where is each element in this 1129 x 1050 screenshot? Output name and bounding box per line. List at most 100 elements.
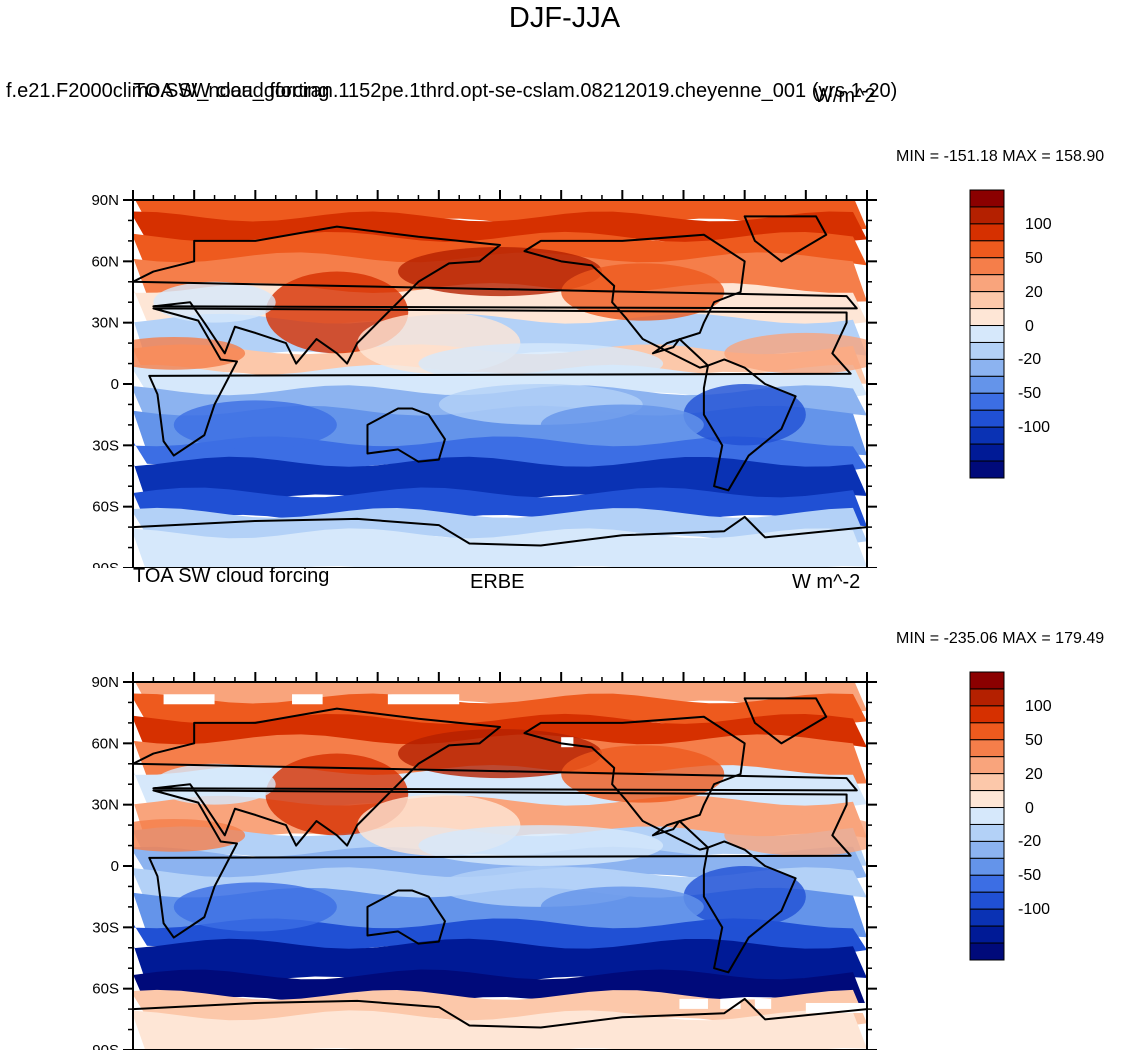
panel-erbe: TOA SW cloud forcing ERBE W m^-2 MIN = -… [0, 560, 1129, 1050]
colorbar-swatch [969, 223, 1005, 242]
contour-region [153, 763, 276, 805]
colorbar-label: 20 [1025, 765, 1043, 783]
contour-region [540, 886, 704, 928]
contour-region [173, 882, 337, 932]
map-plot: 90N60N30N030S60S90S030E60E90E120E150E180… [91, 190, 877, 568]
colorbar-swatch [969, 189, 1005, 208]
colorbar-label: -100 [1018, 419, 1051, 437]
missing-data [754, 998, 772, 1009]
coastline [133, 997, 867, 1050]
contour-band [133, 528, 867, 568]
colorbar-swatch [969, 291, 1005, 310]
colorbar-swatch [969, 790, 1005, 809]
colorbar-swatch [969, 409, 1005, 428]
colorbar-label: -50 [1018, 867, 1042, 885]
colorbar [969, 671, 1005, 961]
panel-left-title: TOA SW cloud forcing [133, 565, 330, 587]
lat-tick-label: 60S [92, 499, 119, 516]
lat-tick-label: 60N [91, 735, 119, 752]
contour-region [418, 343, 664, 384]
coastline [743, 215, 828, 263]
panel-center-title: ERBE [470, 571, 525, 593]
contour-region [153, 281, 276, 323]
colorbar-swatch [969, 443, 1005, 462]
coastline [133, 515, 867, 568]
lat-tick-label: 30S [92, 919, 119, 936]
contour-region [418, 825, 664, 866]
contour-region [133, 336, 246, 370]
colorbar-swatch [969, 688, 1005, 707]
min-max-text: MIN = -235.06 MAX = 179.49 [896, 630, 1105, 647]
colorbar-label: -100 [1018, 901, 1051, 919]
colorbar-swatch [969, 807, 1005, 825]
colorbar-swatch [969, 671, 1005, 690]
colorbar-swatch [969, 925, 1005, 944]
coastline [148, 789, 852, 939]
colorbar-swatch [969, 857, 1005, 876]
min-max-text: MIN = -151.18 MAX = 158.90 [896, 148, 1105, 165]
colorbar-swatch [969, 240, 1005, 259]
colorbar-swatch [969, 375, 1005, 394]
colorbar-label: -50 [1018, 385, 1042, 403]
missing-data [292, 694, 323, 705]
colorbar-swatch [969, 908, 1005, 927]
contour-region [133, 818, 246, 852]
panel-model: f.e21.F2000climo.SW_noaa_gfortran.1152pe… [0, 78, 1129, 568]
missing-data [163, 694, 215, 705]
coastline [366, 407, 446, 463]
lat-tick-label: 90N [91, 674, 119, 691]
coastline [366, 889, 446, 945]
coastline [702, 358, 797, 492]
lat-tick-label: 60N [91, 253, 119, 270]
colorbar-swatch [969, 773, 1005, 792]
lat-tick-label: 30N [91, 797, 119, 814]
lat-tick-label: 30S [92, 437, 119, 454]
contour-region [724, 332, 867, 374]
panel-left-title: f.e21.F2000climo.SW_noaa_gfortran.1152pe… [6, 80, 898, 102]
lat-tick-label: 0 [111, 858, 119, 875]
colorbar-label: 0 [1025, 799, 1034, 817]
colorbar-swatch [969, 206, 1005, 225]
coastline [148, 307, 852, 457]
missing-data [805, 1002, 867, 1013]
lat-tick-label: 90N [91, 192, 119, 209]
colorbar-label: -20 [1018, 351, 1042, 369]
colorbar-swatch [969, 392, 1005, 411]
colorbar-label: 50 [1025, 731, 1043, 749]
lat-tick-label: 90S [92, 560, 119, 568]
colorbar-label: 0 [1025, 317, 1034, 335]
colorbar-label: 100 [1025, 215, 1052, 233]
map-plot: 90N60N30N030S60S90S030E60E90E120E150E180… [91, 672, 877, 1050]
coastline [702, 840, 797, 974]
colorbar-swatch [969, 874, 1005, 893]
colorbar-swatch [969, 358, 1005, 377]
colorbar-swatch [969, 840, 1005, 859]
contour-region [724, 814, 867, 856]
colorbar-swatch [969, 722, 1005, 741]
colorbar-swatch [969, 705, 1005, 724]
colorbar-swatch [969, 426, 1005, 445]
colorbar-swatch [969, 942, 1005, 961]
missing-data [679, 998, 708, 1009]
panel-units: W m^-2 [792, 571, 861, 593]
colorbar-swatch [969, 891, 1005, 910]
coastline [133, 225, 858, 365]
lat-tick-label: 60S [92, 981, 119, 998]
colorbar-swatch [969, 756, 1005, 775]
colorbar [969, 189, 1005, 479]
colorbar-swatch [969, 308, 1005, 327]
lat-tick-label: 90S [92, 1042, 119, 1050]
colorbar-swatch [969, 257, 1005, 276]
colorbar-label: 20 [1025, 283, 1043, 301]
contour-region [173, 400, 337, 450]
colorbar-swatch [969, 274, 1005, 293]
coastline [133, 707, 858, 847]
contour-region [540, 404, 704, 446]
colorbar-label: 50 [1025, 249, 1043, 267]
lat-tick-label: 0 [111, 376, 119, 393]
coastline [743, 697, 828, 745]
colorbar-swatch [969, 460, 1005, 479]
colorbar-label: 100 [1025, 697, 1052, 715]
colorbar-swatch [969, 325, 1005, 343]
coastline [523, 715, 746, 851]
